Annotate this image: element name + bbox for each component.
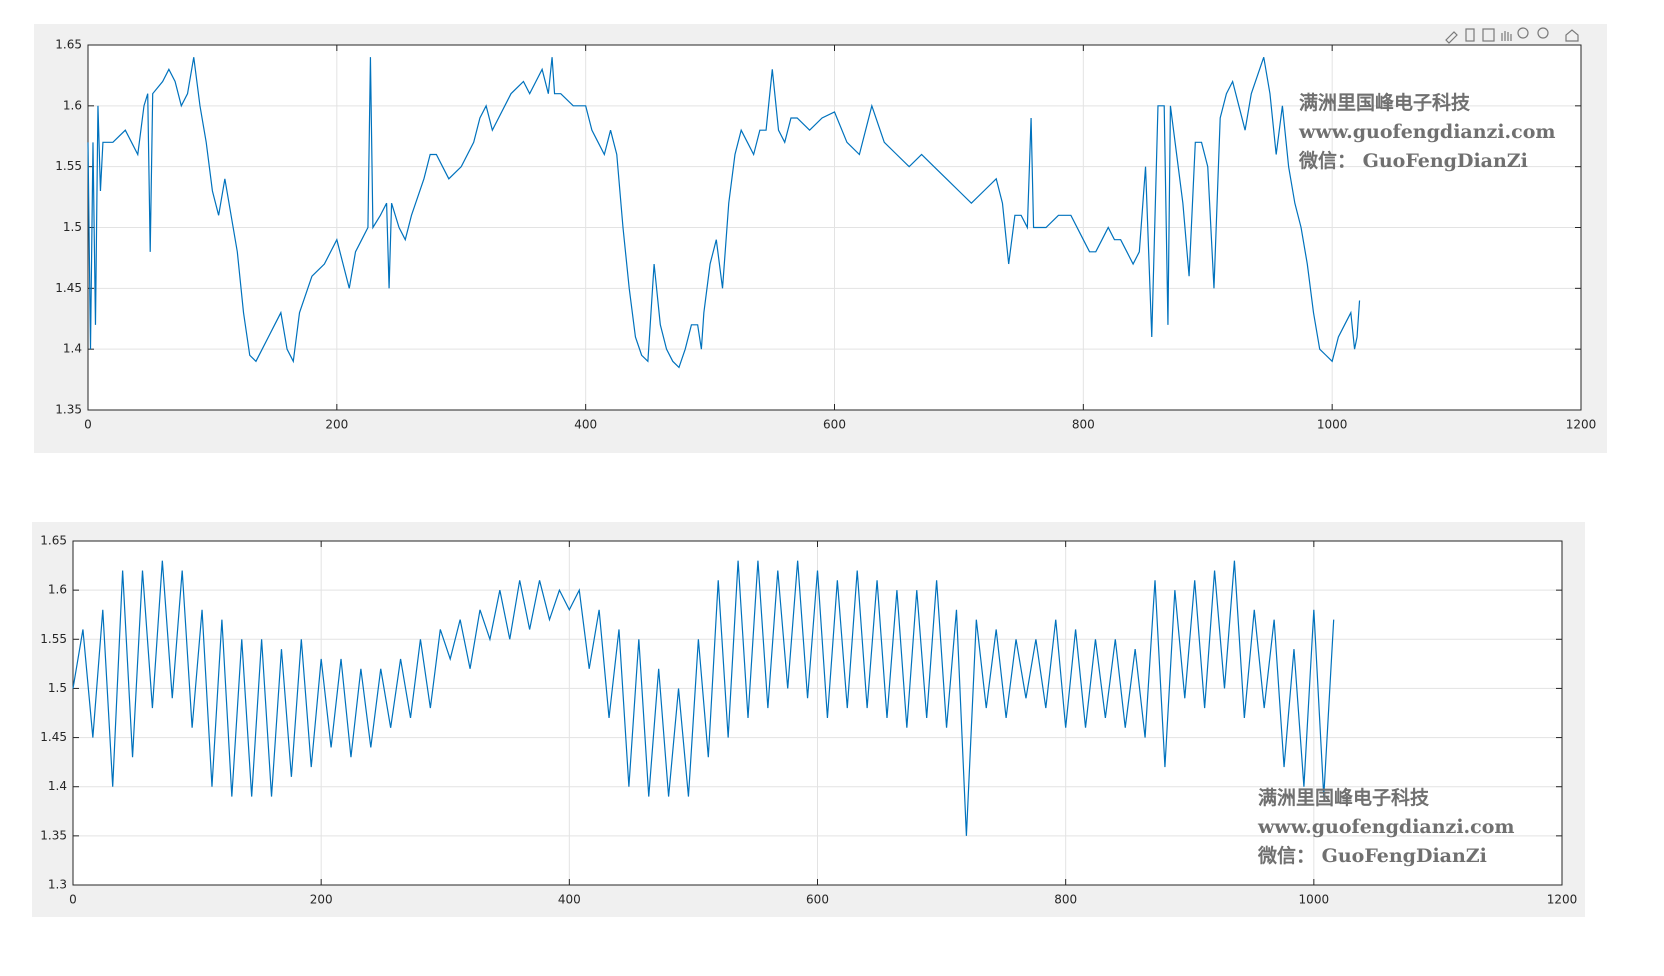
x-tick-label: 1000 — [1317, 418, 1348, 432]
x-tick-label: 0 — [84, 418, 92, 432]
axes-panel: 0 200 400 600 800 1000 1200 1.3 1.35 1.4 1.45 1.5 1.… — [32, 522, 1585, 917]
x-tick-label: 800 — [1054, 893, 1077, 907]
y-tick-label: 1.65 — [40, 534, 67, 548]
y-tick-label: 1.5 — [63, 220, 82, 234]
watermark: 满洲里国峰电子科技 — [1299, 91, 1471, 114]
datatip-icon[interactable] — [1465, 28, 1475, 42]
watermark: 满洲里国峰电子科技 — [1258, 786, 1430, 809]
x-tick-label: 0 — [69, 893, 77, 907]
x-tick-label: 800 — [1072, 418, 1095, 432]
y-tick-label: 1.55 — [40, 632, 67, 646]
legend-icon[interactable] — [1482, 28, 1495, 42]
y-tick-label: 1.35 — [55, 403, 82, 417]
pan-icon[interactable] — [1501, 31, 1512, 41]
toolbar — [1445, 27, 1579, 44]
x-tick-label: 1200 — [1547, 893, 1578, 907]
data-line — [72, 560, 1335, 836]
y-tick-label: 1.6 — [48, 583, 67, 597]
watermark: 微信： GuoFengDianZi — [1257, 844, 1487, 867]
x-tick-label: 1000 — [1299, 893, 1330, 907]
x-tick-label: 600 — [806, 893, 829, 907]
y-tick-label: 1.45 — [55, 281, 82, 295]
zoom-out-icon[interactable] — [1537, 27, 1549, 39]
axes-panel: 0 200 400 600 800 1000 1200 1.35 1.4 1.45 1.5 1.55 1… — [34, 24, 1607, 453]
y-tick-label: 1.65 — [55, 38, 82, 52]
y-tick-label: 1.35 — [40, 828, 67, 842]
y-tick-label: 1.55 — [55, 159, 82, 173]
y-tick-label: 1.45 — [40, 730, 67, 744]
home-icon[interactable] — [1565, 29, 1579, 42]
y-tick-label: 1.4 — [63, 342, 82, 356]
y-tick-label: 1.6 — [63, 98, 82, 112]
watermark: www.guofengdianzi.com — [1298, 121, 1556, 143]
axes-box — [87, 44, 1582, 411]
y-tick-label: 1.3 — [48, 878, 67, 892]
x-tick-label: 200 — [325, 418, 348, 432]
x-tick-label: 600 — [823, 418, 846, 432]
axes-box — [72, 540, 1563, 886]
x-tick-label: 1200 — [1566, 418, 1597, 432]
brush-icon[interactable] — [1445, 31, 1458, 44]
data-line — [87, 56, 1361, 369]
x-tick-label: 200 — [310, 893, 333, 907]
y-tick-label: 1.4 — [48, 779, 67, 793]
zoom-in-icon[interactable] — [1517, 27, 1529, 39]
watermark: www.guofengdianzi.com — [1257, 816, 1515, 838]
y-tick-label: 1.5 — [48, 681, 67, 695]
watermark: 微信： GuoFengDianZi — [1298, 149, 1528, 172]
x-tick-label: 400 — [574, 418, 597, 432]
x-tick-label: 400 — [558, 893, 581, 907]
